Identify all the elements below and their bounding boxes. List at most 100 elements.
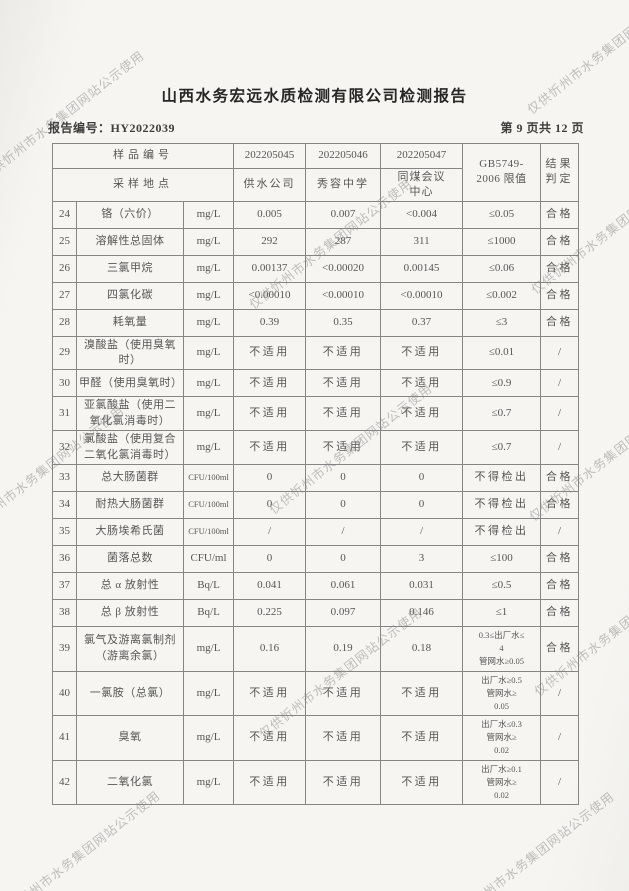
cell-row-number: 41	[52, 715, 77, 761]
cell-value-1: 0.39	[233, 308, 307, 337]
cell-value-3: <0.004	[380, 200, 464, 229]
cell-row-number: 39	[52, 626, 77, 672]
header-location-2: 秀容中学	[305, 168, 382, 202]
header-location-label: 采样地点	[51, 168, 235, 202]
cell-result: 合格	[540, 491, 580, 520]
cell-parameter: 总大肠菌群	[76, 464, 184, 493]
cell-limit: ≤0.9	[462, 369, 542, 398]
table-row: 27 四氯化碳 mg/L <0.00010 <0.00010 <0.00010 ≤0.002…	[52, 281, 580, 310]
cell-value-2: 0	[305, 491, 382, 520]
cell-value-1: 不适用	[233, 670, 307, 717]
cell-value-3: 0.18	[380, 626, 464, 672]
cell-result: /	[540, 670, 580, 717]
cell-limit: ≤1	[462, 599, 542, 628]
cell-parameter: 铬（六价）	[76, 200, 184, 229]
table-row: 32 氯酸盐（使用复合二氧化氯消毒时） mg/L 不适用 不适用 不适用 ≤0.7/	[52, 430, 580, 466]
cell-value-1: 0.00137	[233, 254, 307, 283]
cell-limit: ≤100	[462, 545, 542, 574]
table-row: 34 耐热大肠菌群 CFU/100ml 0 0 0 不得检出 合格	[52, 491, 580, 520]
cell-parameter: 溴酸盐（使用臭氧时）	[76, 335, 184, 371]
cell-row-number: 35	[52, 518, 77, 547]
cell-value-3: 0.00145	[380, 254, 464, 283]
table-body: 24 铬（六价） mg/L 0.005 0.007 <0.004 ≤0.05 合格 25 溶解性总…	[52, 200, 580, 806]
cell-value-2: 不适用	[305, 335, 382, 371]
cell-unit: mg/L	[182, 227, 235, 256]
cell-unit: CFU/ml	[182, 545, 235, 574]
cell-value-2: 0.19	[305, 626, 382, 672]
cell-row-number: 36	[52, 545, 77, 574]
cell-value-2: /	[305, 518, 382, 547]
cell-value-3: 3	[380, 545, 464, 574]
table-row: 25 溶解性总固体 mg/L 292 287 311 ≤1000 合格	[52, 227, 580, 256]
cell-value-3: <0.00010	[380, 281, 464, 310]
table-row: 39 氯气及游离氯制剂（游离余氯） mg/L 0.16 0.19 0.18 0.3≤出厂水≤…	[52, 626, 580, 672]
cell-parameter: 四氯化碳	[76, 281, 184, 310]
cell-row-number: 37	[52, 572, 77, 601]
cell-value-3: 不适用	[380, 430, 464, 466]
table-row: 42 二氧化氯 mg/L 不适用 不适用 不适用 出厂水≥0.1 管网水≥ 0.02/	[52, 759, 580, 806]
cell-unit: mg/L	[182, 626, 235, 672]
cell-value-2: 0	[305, 545, 382, 574]
cell-value-1: 不适用	[233, 396, 307, 432]
cell-parameter: 臭氧	[76, 715, 184, 761]
cell-unit: mg/L	[182, 335, 235, 371]
header-location-3: 同煤会议 中心	[380, 168, 464, 202]
header-row-location: 采样地点 供水公司 秀容中学 同煤会议 中心	[51, 168, 579, 202]
cell-limit: ≤3	[462, 308, 542, 337]
cell-value-2: 不适用	[305, 430, 382, 466]
cell-row-number: 29	[52, 335, 77, 371]
report-number: 报告编号：HY2022039	[48, 121, 176, 135]
cell-value-2: 不适用	[305, 715, 382, 761]
header-sample-id-1: 202205045	[233, 143, 307, 169]
cell-result: 合格	[540, 308, 580, 337]
report-title: 山西水务宏远水质检测有限公司检测报告	[161, 88, 468, 105]
cell-unit: mg/L	[182, 759, 235, 806]
table-row: 38 总 β 放射性 Bq/L 0.225 0.097 0.146 ≤1 合格	[52, 599, 580, 628]
cell-unit: mg/L	[182, 396, 235, 432]
cell-parameter: 大肠埃希氏菌	[76, 518, 184, 547]
cell-value-2: 0.061	[305, 572, 382, 601]
cell-limit: ≤0.5	[462, 572, 542, 601]
cell-parameter: 耐热大肠菌群	[76, 491, 184, 520]
cell-limit: ≤0.7	[462, 396, 542, 432]
cell-value-1: 0	[233, 464, 307, 493]
cell-result: /	[540, 369, 580, 398]
cell-parameter: 溶解性总固体	[76, 227, 184, 256]
table-row: 24 铬（六价） mg/L 0.005 0.007 <0.004 ≤0.05 合格	[52, 200, 580, 229]
header-sample-id-label: 样品编号	[51, 143, 235, 169]
cell-value-1: 292	[233, 227, 307, 256]
table-row: 30 甲醛（使用臭氧时） mg/L 不适用 不适用 不适用 ≤0.9/	[52, 369, 580, 398]
cell-parameter: 氯酸盐（使用复合二氧化氯消毒时）	[76, 430, 184, 466]
cell-limit: 出厂水≥0.5 管网水≥ 0.05	[462, 670, 542, 717]
cell-parameter: 二氧化氯	[76, 759, 184, 806]
cell-value-2: 0	[305, 464, 382, 493]
cell-result: 合格	[540, 626, 580, 672]
cell-limit: 出厂水≥0.1 管网水≥ 0.02	[462, 759, 542, 806]
cell-value-2: 不适用	[305, 396, 382, 432]
header-sample-id-3: 202205047	[380, 143, 464, 169]
cell-value-1: 0.005	[233, 200, 307, 229]
cell-value-1: 不适用	[233, 335, 307, 371]
cell-row-number: 30	[52, 369, 77, 398]
cell-parameter: 三氯甲烷	[76, 254, 184, 283]
cell-value-3: 不适用	[380, 715, 464, 761]
cell-unit: Bq/L	[182, 572, 235, 601]
cell-parameter: 总 α 放射性	[76, 572, 184, 601]
cell-value-3: 0	[380, 464, 464, 493]
cell-parameter: 氯气及游离氯制剂（游离余氯）	[76, 626, 184, 672]
table-row: 26 三氯甲烷 mg/L 0.00137 <0.00020 0.00145 ≤0.06 合格	[52, 254, 580, 283]
table-row: 37 总 α 放射性 Bq/L 0.041 0.061 0.031 ≤0.5 合格	[52, 572, 580, 601]
cell-row-number: 25	[52, 227, 77, 256]
cell-value-2: 不适用	[305, 369, 382, 398]
cell-unit: mg/L	[182, 200, 235, 229]
cell-result: /	[540, 759, 580, 806]
cell-value-2: 0.007	[305, 200, 382, 229]
cell-limit: 不得检出	[462, 518, 542, 547]
cell-row-number: 38	[52, 599, 77, 628]
cell-value-1: 0	[233, 545, 307, 574]
cell-value-1: 0.041	[233, 572, 307, 601]
cell-limit: 不得检出	[462, 491, 542, 520]
cell-parameter: 耗氧量	[76, 308, 184, 337]
cell-value-1: 不适用	[233, 715, 307, 761]
